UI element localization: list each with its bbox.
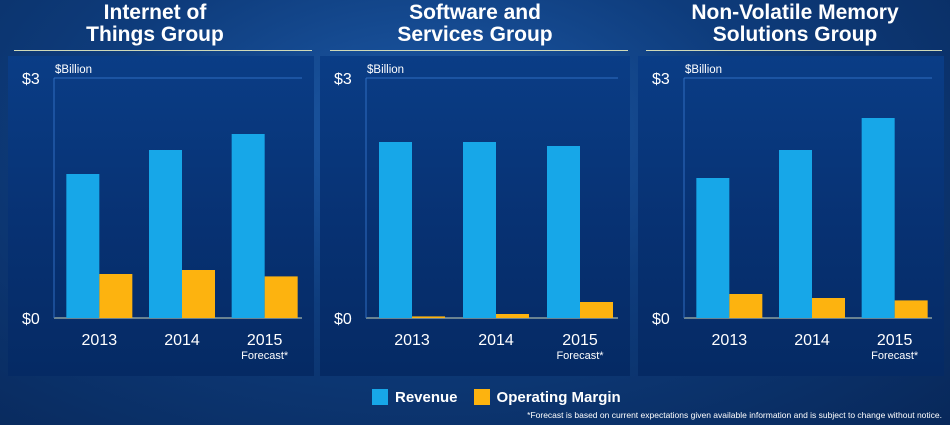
y-tick-label: $0 [652,311,670,328]
bar-revenue [696,178,730,318]
y-tick-label: $0 [22,311,40,328]
x-tick-label: 2015 [562,332,598,349]
x-tick-note: Forecast* [241,350,289,362]
x-tick-label: 2014 [794,332,830,349]
x-tick-note: Forecast* [871,350,919,362]
bar-operating-margin [412,316,445,318]
x-tick-note: Forecast* [556,350,604,362]
chart-title-iot: Internet of Things Group [30,2,280,50]
bar-operating-margin [812,298,845,318]
legend-label-operating-margin: Operating Margin [496,388,621,406]
bar-operating-margin [496,314,529,318]
chart-title-line: Things Group [86,23,224,46]
unit-label: $Billion [367,64,404,76]
title-divider [330,50,628,51]
x-tick-label: 2014 [164,332,200,349]
bar-revenue [231,134,265,318]
bar-operating-margin [182,270,215,318]
chart-title-nvm: Non-Volatile Memory Solutions Group [650,2,940,50]
legend: Revenue Operating Margin [372,386,637,408]
y-tick-label: $3 [22,71,40,88]
chart-panel-nvm: $3 $0 $Billion 2013 2014 2015 Forecast* [638,56,944,376]
x-tick-label: 2015 [247,332,283,349]
bar-revenue [379,142,412,318]
y-tick-label: $0 [334,311,352,328]
chart-title-line: Internet of [103,1,207,24]
bar-revenue [463,142,496,318]
x-tick-label: 2013 [82,332,118,349]
x-tick-label: 2014 [478,332,514,349]
y-tick-label: $3 [652,71,670,88]
legend-item-revenue: Revenue [372,389,458,406]
x-tick-label: 2015 [877,332,913,349]
y-tick-label: $3 [334,71,352,88]
chart-title-software: Software and Services Group [350,2,600,50]
bar-operating-margin [580,302,613,318]
title-divider [646,50,942,51]
chart-title-line: Non-Volatile Memory [691,1,899,24]
bar-revenue [66,174,100,318]
chart-title-line: Software and [409,1,541,24]
legend-item-operating-margin: Operating Margin [473,388,621,406]
chart-title-line: Solutions Group [712,23,878,46]
legend-label-revenue: Revenue [395,388,458,406]
bar-revenue [779,150,812,318]
bar-operating-margin [264,276,298,318]
unit-label: $Billion [685,64,722,76]
bar-revenue [149,150,182,318]
x-tick-label: 2013 [712,332,748,349]
bar-revenue [547,146,580,318]
bar-revenue [861,118,895,318]
footnote: *Forecast is based on current expectatio… [527,410,942,420]
chart-panel-software: $3 $0 $Billion 2013 2014 2015 Forecast* [320,56,630,376]
bar-operating-margin [729,294,763,318]
title-divider [14,50,312,51]
unit-label: $Billion [55,64,92,76]
bar-operating-margin [894,300,928,318]
x-tick-label: 2013 [394,332,430,349]
chart-panel-iot: $3 $0 $Billion 2013 2014 2015 Forecast* [8,56,314,376]
legend-swatch-operating-margin [473,389,490,405]
chart-title-line: Services Group [397,23,553,46]
legend-swatch-revenue [372,389,388,405]
bar-operating-margin [99,274,133,318]
